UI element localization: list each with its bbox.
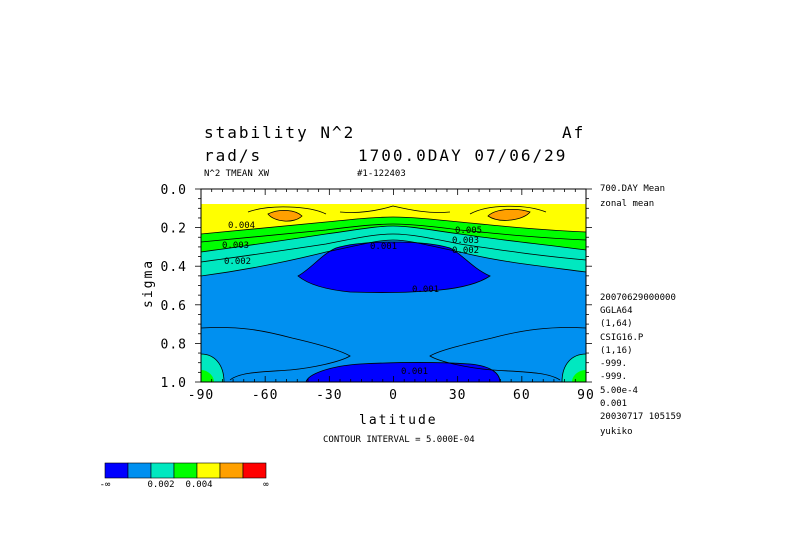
colorbar-swatch <box>150 462 175 479</box>
subtitle-left: N^2 TMEAN XW <box>204 169 270 179</box>
side-info-line: 20030717 105159 <box>600 412 681 422</box>
side-info-line: -999. <box>600 372 627 382</box>
colorbar-swatch <box>104 462 129 479</box>
colorbar-label: ∞ <box>263 480 269 490</box>
contour-label: 0.003 <box>452 236 479 246</box>
contour-line <box>201 353 225 382</box>
y-tick-label: 0.4 <box>161 260 187 275</box>
side-info-line: 5.00e-4 <box>600 386 638 396</box>
contour-line <box>201 327 351 381</box>
side-info-line: 20070629000000 <box>600 293 676 303</box>
contour-line <box>201 239 586 277</box>
units-label: rad/s <box>204 146 262 165</box>
contour-line <box>201 233 586 263</box>
side-info-line: yukiko <box>600 427 633 437</box>
side-info-line: -999. <box>600 359 627 369</box>
time-label: 1700.0DAY 07/06/29 <box>358 146 567 165</box>
colorbar-label: 0.002 <box>147 480 174 490</box>
y-tick-label: 0.8 <box>161 337 187 352</box>
y-axis-label: sigma <box>141 259 156 308</box>
colorbar-swatch <box>242 462 267 479</box>
colorbar-swatch <box>127 462 152 479</box>
contour-line <box>429 327 586 381</box>
side-info: 700.DAY Mean zonal mean 20070629000000 GGLA… <box>600 184 681 437</box>
y-axis: 0.0 0.2 0.4 0.6 0.8 1.0 <box>161 183 592 391</box>
x-axis: -90 -60 -30 0 30 60 90 <box>188 189 595 403</box>
contour-lines <box>201 205 586 382</box>
side-info-line: (1,64) <box>600 319 633 329</box>
contour-label: 0.003 <box>222 241 249 251</box>
title-right: Af <box>562 123 585 142</box>
colorbar-label: 0.004 <box>185 480 212 490</box>
contour-label: 0.005 <box>455 226 482 236</box>
region-max-sh <box>268 210 302 222</box>
x-tick-label: -30 <box>316 388 342 403</box>
y-tick-label: 0.6 <box>161 299 187 314</box>
contour-label: 0.004 <box>228 221 255 231</box>
x-tick-label: 0 <box>389 388 398 403</box>
x-tick-label: 30 <box>449 388 467 403</box>
contour-line <box>247 206 327 215</box>
contour-interval-label: CONTOUR INTERVAL = 5.000E-04 <box>323 435 475 445</box>
contour-label: 0.002 <box>224 257 251 267</box>
contour-line <box>201 223 586 243</box>
colorbar: -∞ 0.002 0.004 ∞ <box>100 462 269 490</box>
contour-label: 0.001 <box>412 285 439 295</box>
contour-line <box>267 210 303 222</box>
x-tick-label: -60 <box>252 388 278 403</box>
contour-line <box>339 205 451 213</box>
side-info-line: CSIG16.P <box>600 333 644 343</box>
region-surface-low <box>306 362 500 382</box>
colorbar-label: -∞ <box>100 480 111 490</box>
side-info-line: 700.DAY Mean <box>600 184 665 194</box>
subtitle-id: #1-122403 <box>357 169 406 179</box>
y-tick-label: 1.0 <box>161 376 187 391</box>
contour-line <box>201 225 586 253</box>
region-corner-sw-inner <box>201 370 214 382</box>
x-tick-label: 90 <box>577 388 595 403</box>
side-info-line: 0.001 <box>600 399 627 409</box>
side-info-line: GGLA64 <box>600 306 633 316</box>
contour-label: 0.001 <box>401 367 428 377</box>
side-info-line: zonal mean <box>600 199 654 209</box>
contour-fills <box>201 189 586 382</box>
colorbar-swatch <box>219 462 244 479</box>
x-tick-label: -90 <box>188 388 214 403</box>
contour-line <box>201 216 586 235</box>
side-info-line: (1,16) <box>600 346 633 356</box>
title-left: stability N^2 <box>204 123 355 142</box>
colorbar-swatch <box>196 462 221 479</box>
contour-line <box>561 353 586 382</box>
y-tick-label: 0.2 <box>161 222 187 237</box>
contour-labels: 0.004 0.003 0.002 0.001 0.001 0.005 0.00… <box>222 221 482 377</box>
contour-label: 0.002 <box>452 246 479 256</box>
colorbar-swatch <box>173 462 198 479</box>
region-core-low <box>298 242 490 293</box>
region-top-yellow <box>201 204 586 234</box>
contour-line <box>487 208 531 221</box>
x-axis-label: latitude <box>359 413 438 428</box>
region-max-nh <box>488 209 530 221</box>
contour-label: 0.001 <box>370 242 397 252</box>
y-tick-label: 0.0 <box>161 183 187 198</box>
contour-line <box>297 241 491 293</box>
x-tick-label: 60 <box>513 388 531 403</box>
contour-line <box>469 205 547 215</box>
